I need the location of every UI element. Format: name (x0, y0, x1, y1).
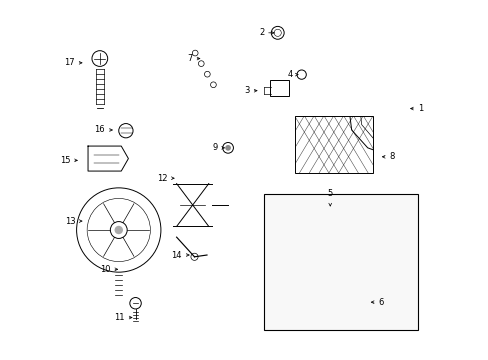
Text: 6: 6 (378, 298, 383, 307)
Text: 1: 1 (417, 104, 422, 113)
Text: 3: 3 (244, 86, 249, 95)
Text: 7: 7 (187, 54, 192, 63)
Text: 8: 8 (388, 152, 394, 161)
Text: 11: 11 (114, 313, 124, 322)
Circle shape (114, 226, 122, 234)
Text: 9: 9 (212, 143, 217, 152)
Text: 14: 14 (171, 251, 182, 260)
Bar (294, 116, 372, 173)
Text: 15: 15 (60, 156, 70, 165)
Text: 4: 4 (287, 70, 292, 79)
Text: 5: 5 (327, 189, 332, 198)
Bar (269, 80, 288, 96)
Text: 2: 2 (258, 28, 264, 37)
Text: 17: 17 (64, 58, 75, 67)
Text: 13: 13 (65, 217, 75, 226)
Bar (264, 194, 417, 330)
Text: 12: 12 (157, 174, 167, 183)
Circle shape (225, 145, 230, 151)
Text: 10: 10 (100, 265, 110, 274)
Text: 16: 16 (94, 126, 105, 135)
